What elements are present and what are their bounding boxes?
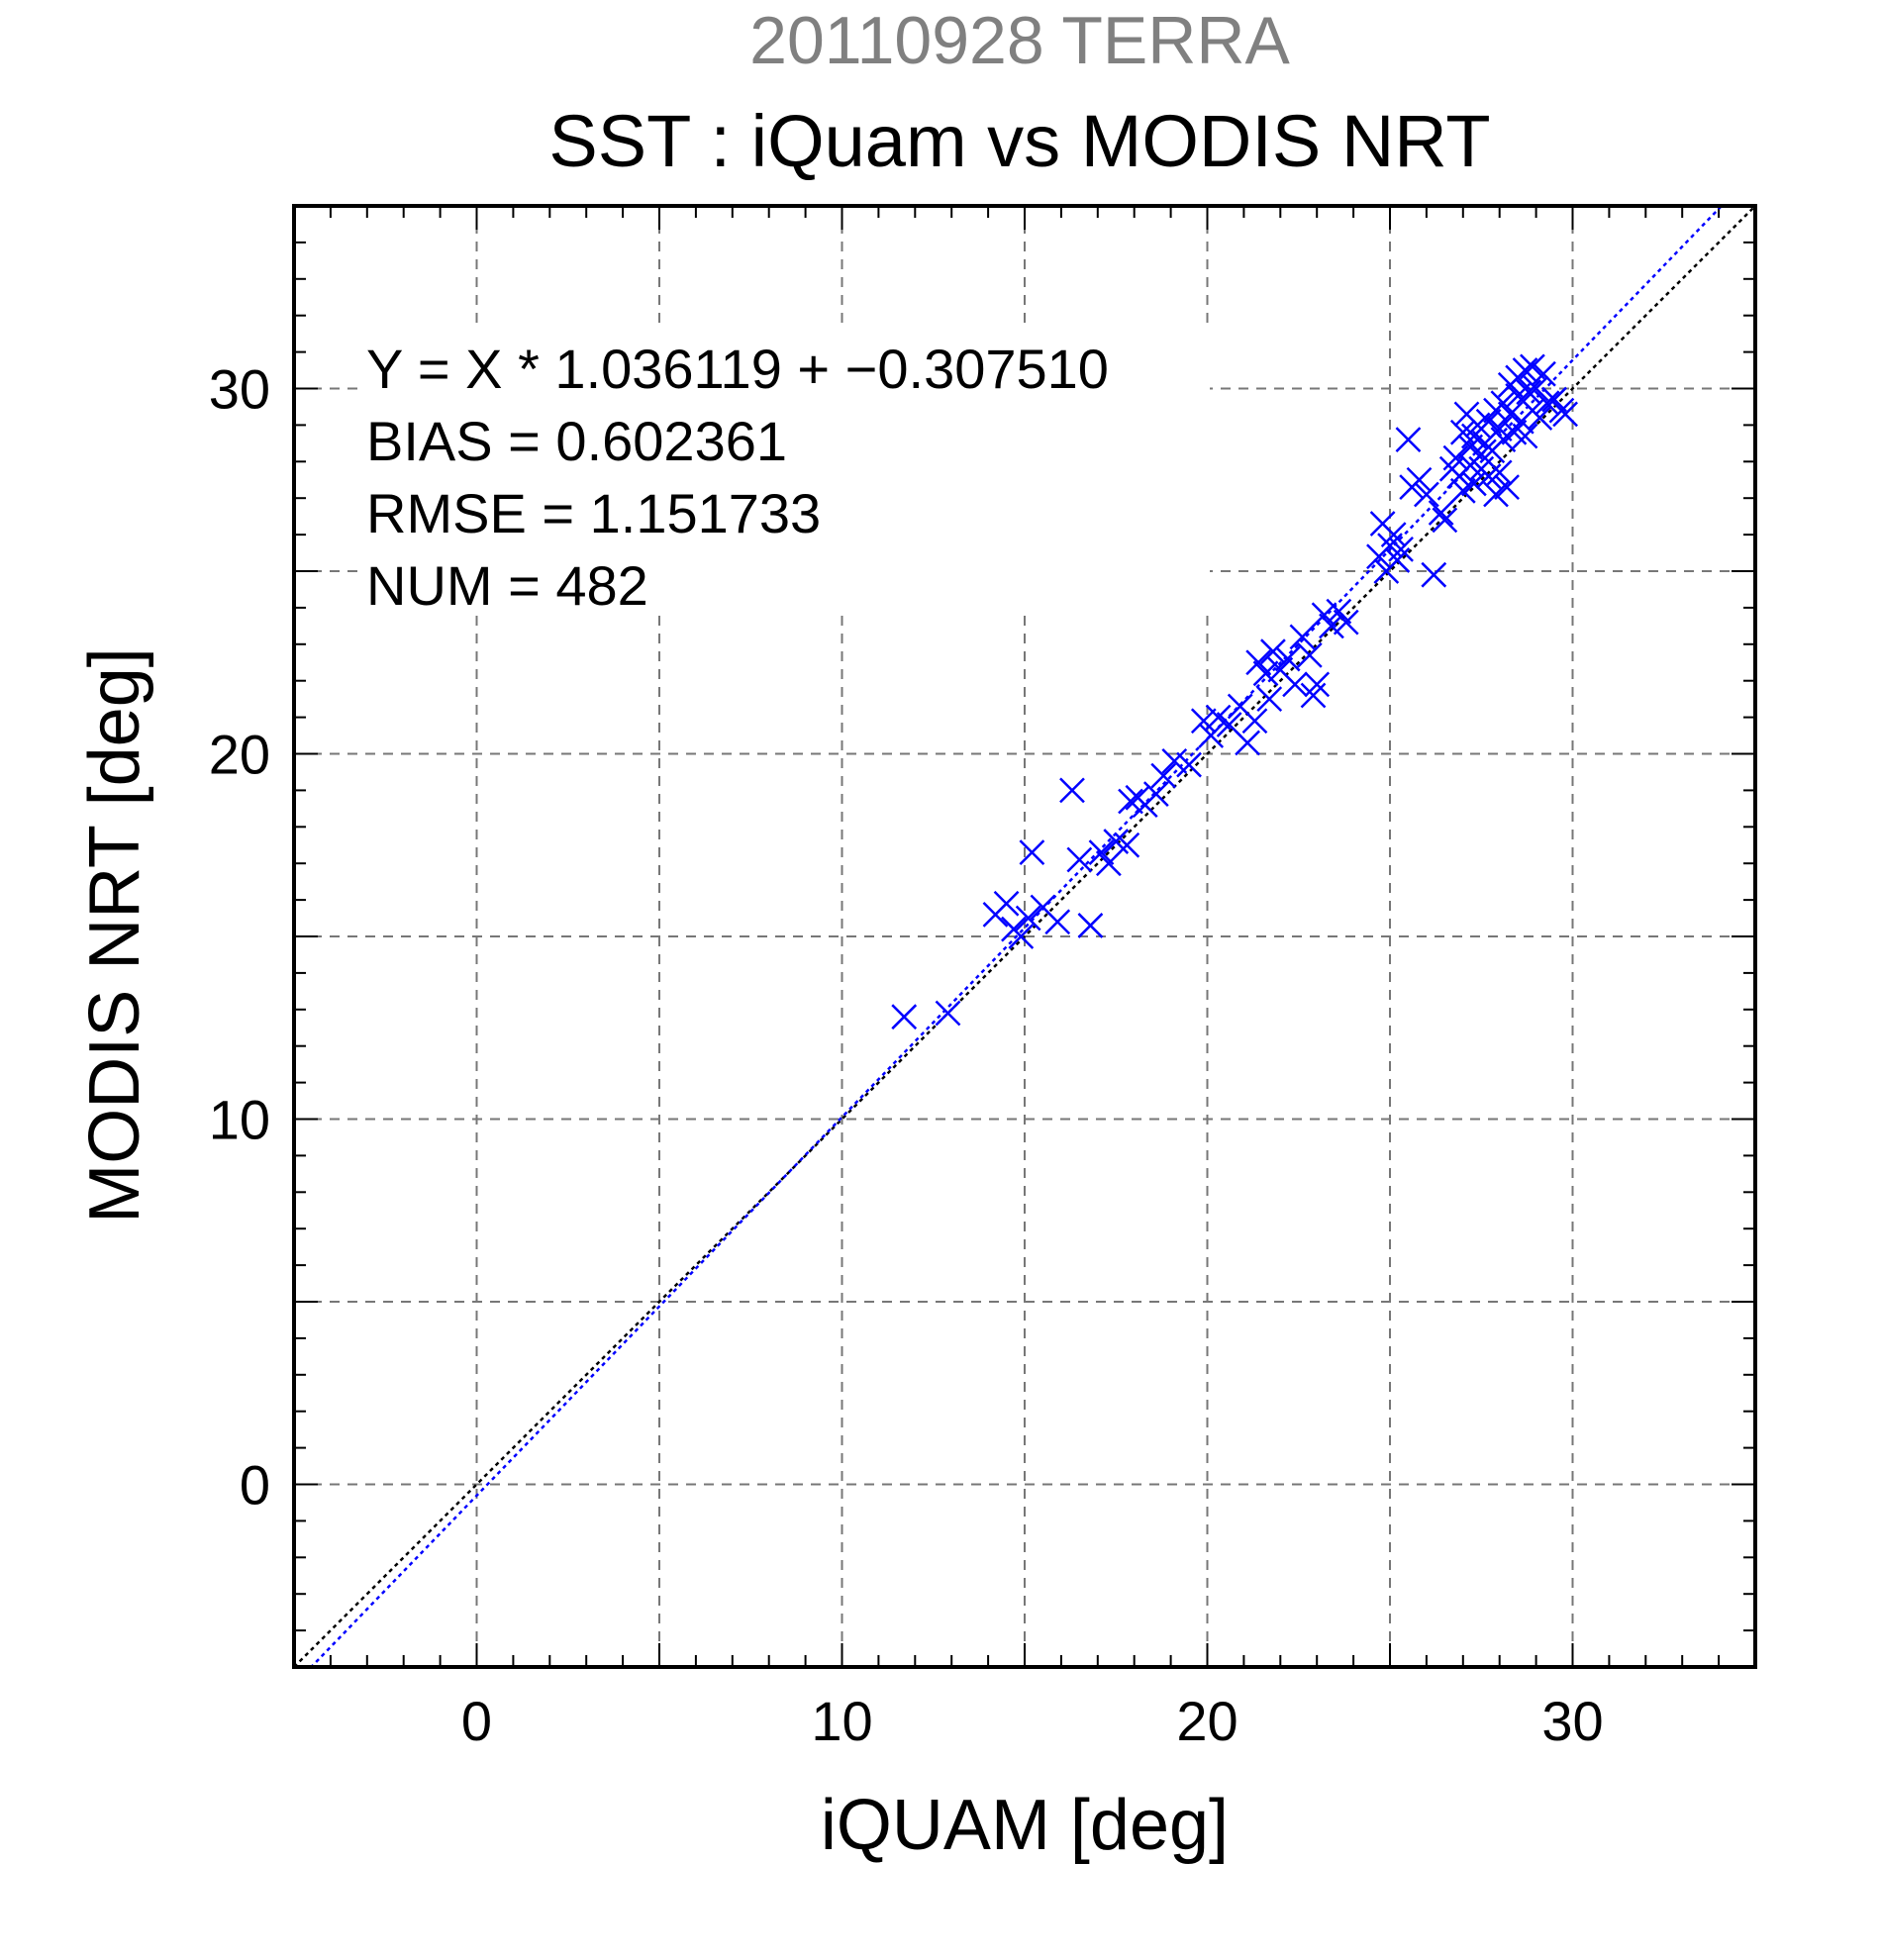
scatter-point: [1252, 660, 1279, 687]
scatter-point: [1059, 777, 1085, 804]
x-tick-label: 0: [461, 1690, 492, 1752]
scatter-point: [1142, 781, 1169, 807]
scatter-point: [1296, 641, 1323, 668]
scatter-point: [1421, 561, 1447, 588]
scatter-point: [1019, 839, 1045, 866]
stats-background: [358, 327, 1210, 614]
scatter-point: [1449, 477, 1476, 504]
plot-frame: [292, 204, 1757, 1669]
scatter-point: [1494, 474, 1520, 501]
scatter-point: [1235, 730, 1260, 756]
chart-supertitle: 20110928 TERRA: [749, 3, 1290, 78]
x-tick-label: 20: [1176, 1690, 1238, 1752]
scatter-point: [1274, 645, 1301, 672]
scatter-point: [1114, 832, 1140, 858]
scatter-point: [1118, 788, 1143, 815]
scatter-point: [1326, 598, 1352, 625]
scatter-point: [1150, 762, 1177, 789]
scatter-point: [1304, 671, 1331, 698]
x-tick-label: 30: [1541, 1690, 1603, 1752]
scatter-point: [1190, 708, 1217, 735]
scatter-point: [993, 890, 1020, 917]
scatter-point: [1414, 481, 1439, 508]
scatter-point: [1406, 466, 1433, 493]
x-axis-label: iQUAM [deg]: [821, 1786, 1229, 1865]
scatter-point: [1486, 459, 1513, 486]
scatter-point: [1475, 408, 1502, 435]
scatter-point: [1460, 470, 1487, 497]
rmse-value: RMSE = 1.151733: [366, 482, 821, 544]
scatter-point: [1066, 846, 1093, 873]
scatter-point: [1245, 649, 1272, 676]
scatter-point: [1256, 686, 1283, 713]
scatter-point: [891, 1004, 918, 1030]
scatter-point: [1388, 536, 1414, 562]
scatter-point: [1176, 751, 1202, 778]
scatter-point: [1520, 353, 1545, 380]
scatter-point: [1289, 624, 1316, 650]
scatter-point: [1319, 613, 1344, 639]
scatter-point: [1523, 375, 1549, 402]
scatter-point: [1260, 638, 1286, 665]
scatter-point: [935, 1000, 961, 1027]
scatter-point: [1015, 905, 1041, 931]
scatter-point: [1044, 909, 1071, 935]
scatter-point: [1541, 386, 1567, 413]
scatter-point: [1282, 671, 1308, 698]
scatter-point: [1531, 360, 1556, 387]
scatter-point: [1380, 522, 1407, 547]
scatter-point: [1161, 747, 1188, 774]
chart-title: SST : iQuam vs MODIS NRT: [548, 100, 1490, 182]
y-tick-labels: 0 10 20 30: [209, 358, 270, 1517]
bias-value: BIAS = 0.602361: [366, 410, 787, 472]
x-tick-labels: 0 10 20 30: [461, 1690, 1604, 1752]
scatter-point: [1088, 839, 1115, 866]
scatter-point: [1428, 500, 1454, 526]
scatter-point: [1483, 481, 1509, 508]
scatter-point: [1241, 708, 1268, 735]
scatter-point: [1311, 602, 1337, 629]
scatter-point: [1512, 423, 1538, 449]
y-tick-label: 20: [209, 724, 270, 786]
scatter-point: [1198, 723, 1225, 748]
stats-box: Y = X * 1.036119 + −0.307510 BIAS = 0.60…: [358, 327, 1210, 617]
scatter-point: [1527, 405, 1553, 431]
y-tick-label: 30: [209, 358, 270, 421]
fit-equation: Y = X * 1.036119 + −0.307510: [366, 338, 1109, 400]
scatter-point: [1534, 390, 1560, 417]
y-tick-label: 0: [240, 1454, 270, 1517]
scatter-point: [1432, 507, 1458, 534]
num-value: NUM = 482: [366, 554, 648, 617]
fit-line: [309, 206, 1724, 1667]
scatter-point: [1077, 913, 1104, 938]
scatter-point: [1205, 704, 1232, 731]
y-axis-label: MODIS NRT [deg]: [75, 647, 154, 1224]
scatter-point: [1395, 427, 1422, 453]
y-tick-label: 10: [209, 1089, 270, 1151]
scatter-point: [1552, 401, 1579, 428]
scatter-point: [1008, 924, 1035, 949]
scatter-points: [891, 353, 1579, 1030]
scatter-point: [1333, 609, 1359, 636]
x-tick-label: 10: [811, 1690, 872, 1752]
